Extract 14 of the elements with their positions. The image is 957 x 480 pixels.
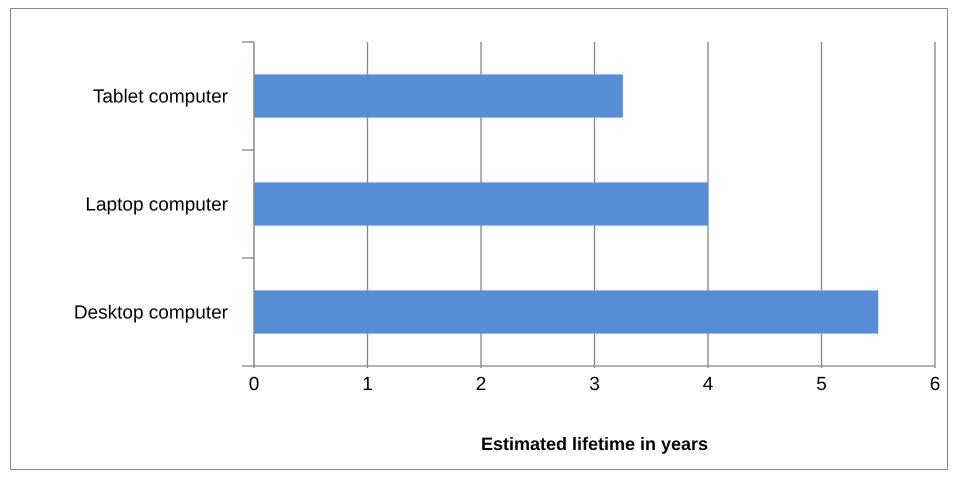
y-tick-label: Desktop computer: [74, 302, 229, 324]
x-tick-label: 1: [362, 374, 373, 395]
bar: [254, 290, 878, 334]
x-tick-label: 3: [589, 374, 600, 395]
x-tick-label: 6: [930, 374, 940, 395]
y-tick-label: Laptop computer: [85, 194, 229, 216]
y-tick-label: Tablet computer: [92, 86, 229, 108]
x-tick-label: 5: [816, 374, 827, 395]
x-axis-title: Estimated lifetime in years: [480, 434, 708, 454]
x-tick-label: 2: [476, 374, 486, 395]
x-tick-label: 4: [702, 374, 714, 395]
bar: [254, 182, 708, 226]
bar: [254, 74, 623, 118]
x-tick-label: 0: [248, 374, 260, 395]
